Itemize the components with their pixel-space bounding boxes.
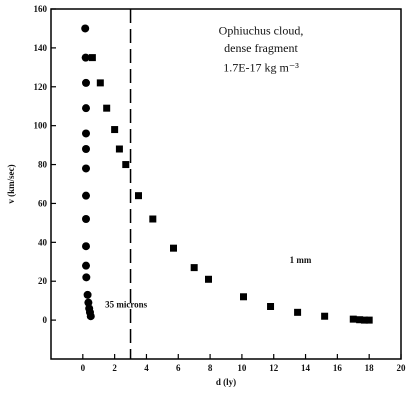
point-circle bbox=[82, 145, 90, 153]
point-circle bbox=[82, 242, 90, 250]
point-square bbox=[205, 276, 212, 283]
point-square bbox=[294, 309, 301, 316]
point-square bbox=[103, 105, 110, 112]
y-tick-label: 140 bbox=[34, 43, 48, 53]
x-tick-label: 0 bbox=[81, 363, 86, 373]
y-tick-label: 40 bbox=[38, 237, 48, 247]
y-tick-label: 60 bbox=[38, 198, 48, 208]
x-tick-label: 10 bbox=[237, 363, 247, 373]
point-circle bbox=[82, 215, 90, 223]
point-square bbox=[122, 161, 129, 168]
point-square bbox=[366, 317, 373, 324]
x-tick-label: 16 bbox=[333, 363, 343, 373]
x-tick-label: 8 bbox=[208, 363, 213, 373]
x-tick-label: 20 bbox=[397, 363, 407, 373]
point-circle bbox=[82, 273, 90, 281]
x-tick-label: 2 bbox=[112, 363, 117, 373]
y-tick-label: 0 bbox=[43, 315, 48, 325]
point-circle bbox=[82, 129, 90, 137]
point-square bbox=[170, 245, 177, 252]
point-circle bbox=[82, 192, 90, 200]
point-square bbox=[97, 79, 104, 86]
point-square bbox=[350, 316, 357, 323]
point-square bbox=[191, 264, 198, 271]
point-square bbox=[321, 313, 328, 320]
point-square bbox=[149, 216, 156, 223]
y-tick-label: 20 bbox=[38, 276, 48, 286]
y-tick-label: 160 bbox=[34, 4, 48, 14]
point-circle bbox=[82, 262, 90, 270]
annotation-label: 1 mm bbox=[290, 255, 312, 265]
x-tick-label: 12 bbox=[269, 363, 279, 373]
point-circle bbox=[81, 24, 89, 32]
chart-title-line: Ophiuchus cloud, bbox=[219, 23, 304, 37]
x-axis-label: d (ly) bbox=[216, 377, 236, 387]
point-square bbox=[89, 54, 96, 61]
chart-title-line: dense fragment bbox=[224, 41, 298, 55]
annotation-label: 35 microns bbox=[105, 300, 148, 310]
point-square bbox=[116, 146, 123, 153]
y-tick-label: 120 bbox=[34, 82, 48, 92]
point-circle bbox=[84, 291, 92, 299]
point-square bbox=[135, 192, 142, 199]
x-tick-label: 6 bbox=[176, 363, 181, 373]
y-tick-label: 80 bbox=[38, 160, 48, 170]
point-circle bbox=[82, 104, 90, 112]
y-tick-label: 100 bbox=[34, 121, 48, 131]
chart-title-line: 1.7E-17 kg m⁻³ bbox=[223, 60, 299, 74]
point-square bbox=[111, 126, 118, 133]
point-circle bbox=[87, 312, 95, 320]
point-square bbox=[267, 303, 274, 310]
point-circle bbox=[82, 54, 90, 62]
point-circle bbox=[82, 164, 90, 172]
chart-text: d (ly) v (km/sec) Ophiuchus cloud, dense fr… bbox=[6, 23, 312, 387]
x-tick-label: 4 bbox=[144, 363, 149, 373]
point-circle bbox=[82, 79, 90, 87]
point-square bbox=[240, 293, 247, 300]
x-tick-label: 14 bbox=[301, 363, 311, 373]
x-tick-label: 18 bbox=[365, 363, 375, 373]
y-axis-label: v (km/sec) bbox=[6, 164, 16, 203]
